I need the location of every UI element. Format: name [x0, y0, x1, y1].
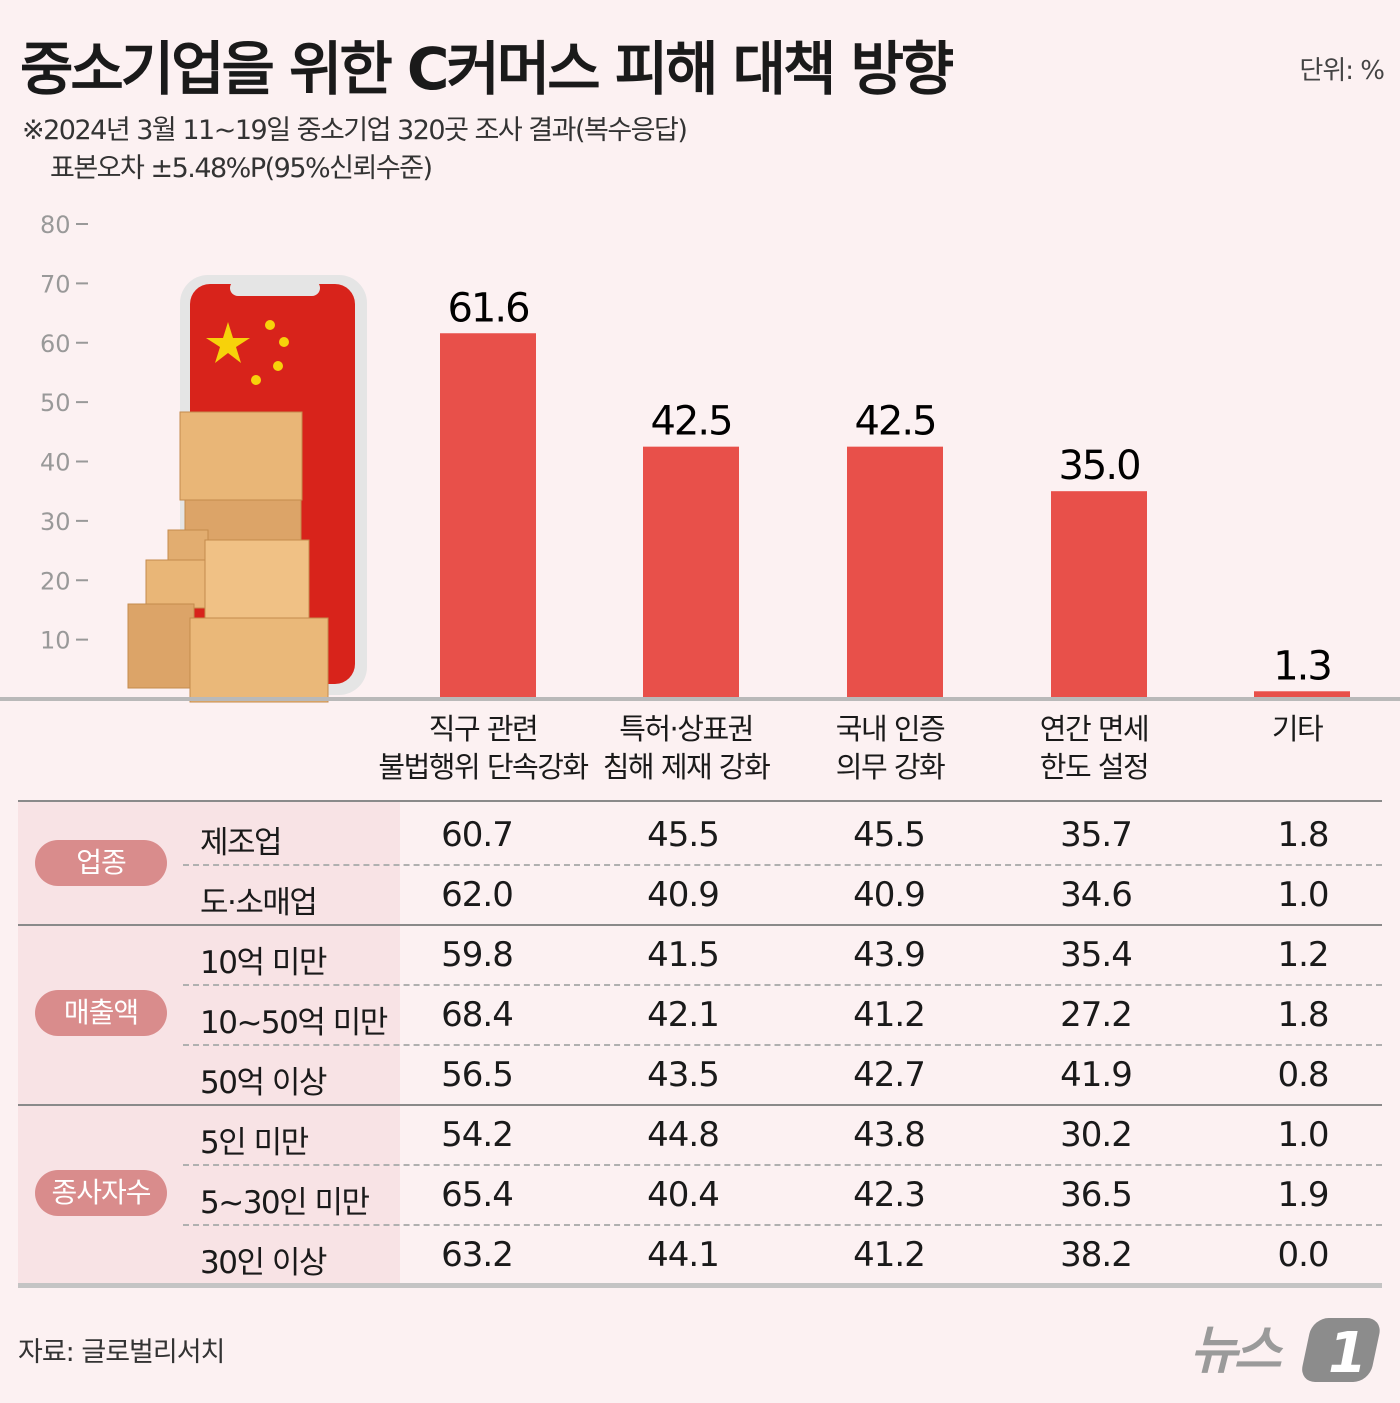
table-cell: 45.5: [853, 815, 926, 855]
bar: [440, 333, 536, 699]
star-icon: [206, 322, 250, 363]
table-cell: 35.4: [1060, 935, 1133, 975]
y-tick-label: 60: [40, 330, 71, 358]
baseline: [0, 697, 1400, 701]
table-cell: 34.6: [1060, 875, 1133, 915]
category-label: 특허·상표권 침해 제재 강화: [602, 712, 771, 784]
group-pill: 종사자수: [35, 1170, 167, 1216]
row-divider: [183, 864, 1382, 866]
table-cell: 42.7: [853, 1055, 926, 1095]
table-cell: 42.3: [853, 1175, 926, 1215]
row-divider: [183, 984, 1382, 986]
category-label: 국내 인증 의무 강화: [835, 712, 946, 784]
row-label: 50억 이상: [200, 1065, 327, 1101]
y-tick-label: 10: [40, 627, 71, 655]
page-title: 중소기업을 위한 C커머스 피해 대책 방향: [20, 35, 954, 103]
table-cell: 65.4: [441, 1175, 514, 1215]
row-divider: [183, 1044, 1382, 1046]
row-label: 제조업: [200, 825, 283, 861]
bar: [1254, 691, 1350, 699]
sampling-error-note: 표본오차 ±5.48%P(95%신뢰수준): [50, 153, 433, 184]
table-cell: 1.0: [1277, 1115, 1329, 1155]
table-cell: 35.7: [1060, 815, 1133, 855]
table-bottom-line: [18, 1283, 1382, 1288]
row-label: 5~30인 미만: [200, 1185, 370, 1221]
survey-note: ※2024년 3월 11~19일 중소기업 320곳 조사 결과(복수응답): [22, 115, 688, 146]
table-cell: 44.8: [647, 1115, 720, 1155]
table-cell: 0.8: [1277, 1055, 1329, 1095]
table-cell: 41.5: [647, 935, 720, 975]
y-tick-label: 70: [40, 270, 71, 298]
row-label: 도·소매업: [200, 885, 318, 921]
table-cell: 38.2: [1060, 1235, 1133, 1275]
bar-value-label: 42.5: [854, 399, 935, 445]
bar-value-label: 42.5: [650, 399, 731, 445]
table-cell: 63.2: [441, 1235, 514, 1275]
category-label: 기타: [1271, 712, 1324, 746]
bar-chart: 10 20 30 40 50 60 70 80 61.6 42.5 42.5 35.0 1.3: [0, 211, 1400, 703]
y-tick-label: 30: [40, 508, 71, 536]
table-cell: 30.2: [1060, 1115, 1133, 1155]
table-cell: 40.9: [647, 875, 720, 915]
row-divider: [183, 1164, 1382, 1166]
table-cell: 60.7: [441, 815, 514, 855]
row-label: 30인 이상: [200, 1245, 327, 1281]
svg-text:1: 1: [1328, 1321, 1367, 1384]
table-cell: 41.2: [853, 995, 926, 1035]
table-cell: 1.8: [1277, 995, 1329, 1035]
table-cell: 62.0: [441, 875, 514, 915]
row-divider: [183, 1224, 1382, 1226]
bar: [1051, 491, 1147, 699]
source-note: 자료: 글로벌리서치: [18, 1337, 225, 1368]
table-cell: 1.0: [1277, 875, 1329, 915]
bar-value-label: 35.0: [1058, 443, 1139, 489]
table-cell: 1.8: [1277, 815, 1329, 855]
row-label: 10억 미만: [200, 945, 327, 981]
group-pill: 업종: [35, 840, 167, 886]
table-cell: 68.4: [441, 995, 514, 1035]
table-cell: 42.1: [647, 995, 720, 1035]
y-tick-label: 20: [40, 567, 71, 595]
phone-boxes-illustration: [127, 275, 367, 703]
bar-value-label: 61.6: [447, 285, 528, 331]
table-cell: 1.9: [1277, 1175, 1329, 1215]
table-cell: 43.5: [647, 1055, 720, 1095]
news1-logo: 뉴스 1: [1190, 1318, 1380, 1384]
bar-value-label: 1.3: [1273, 643, 1331, 689]
row-label: 5인 미만: [200, 1125, 309, 1161]
y-tick-label: 50: [40, 389, 71, 417]
bar: [847, 446, 943, 699]
table-cell: 40.4: [647, 1175, 720, 1215]
table-top-line: [18, 800, 1382, 802]
table-cell: 41.9: [1060, 1055, 1133, 1095]
table-cell: 40.9: [853, 875, 926, 915]
y-tick-label: 80: [40, 211, 71, 239]
table-cell: 1.2: [1277, 935, 1329, 975]
table-cell: 45.5: [647, 815, 720, 855]
table-cell: 41.2: [853, 1235, 926, 1275]
group-divider: [18, 924, 1382, 926]
category-label: 연간 면세 한도 설정: [1039, 712, 1150, 784]
unit-label: 단위: %: [1299, 56, 1385, 86]
table-cell: 54.2: [441, 1115, 514, 1155]
row-label: 10~50억 미만: [200, 1005, 388, 1041]
table-cell: 36.5: [1060, 1175, 1133, 1215]
y-tick-label: 40: [40, 449, 71, 477]
table-cell: 44.1: [647, 1235, 720, 1275]
table-cell: 43.9: [853, 935, 926, 975]
bar: [643, 446, 739, 699]
category-label: 직구 관련 불법행위 단속강화: [378, 712, 589, 784]
svg-text:뉴스: 뉴스: [1190, 1321, 1284, 1381]
group-divider: [18, 1104, 1382, 1106]
table-cell: 43.8: [853, 1115, 926, 1155]
table-cell: 59.8: [441, 935, 514, 975]
table-cell: 56.5: [441, 1055, 514, 1095]
table-cell: 0.0: [1277, 1235, 1329, 1275]
group-pill: 매출액: [35, 990, 167, 1036]
table-cell: 27.2: [1060, 995, 1133, 1035]
